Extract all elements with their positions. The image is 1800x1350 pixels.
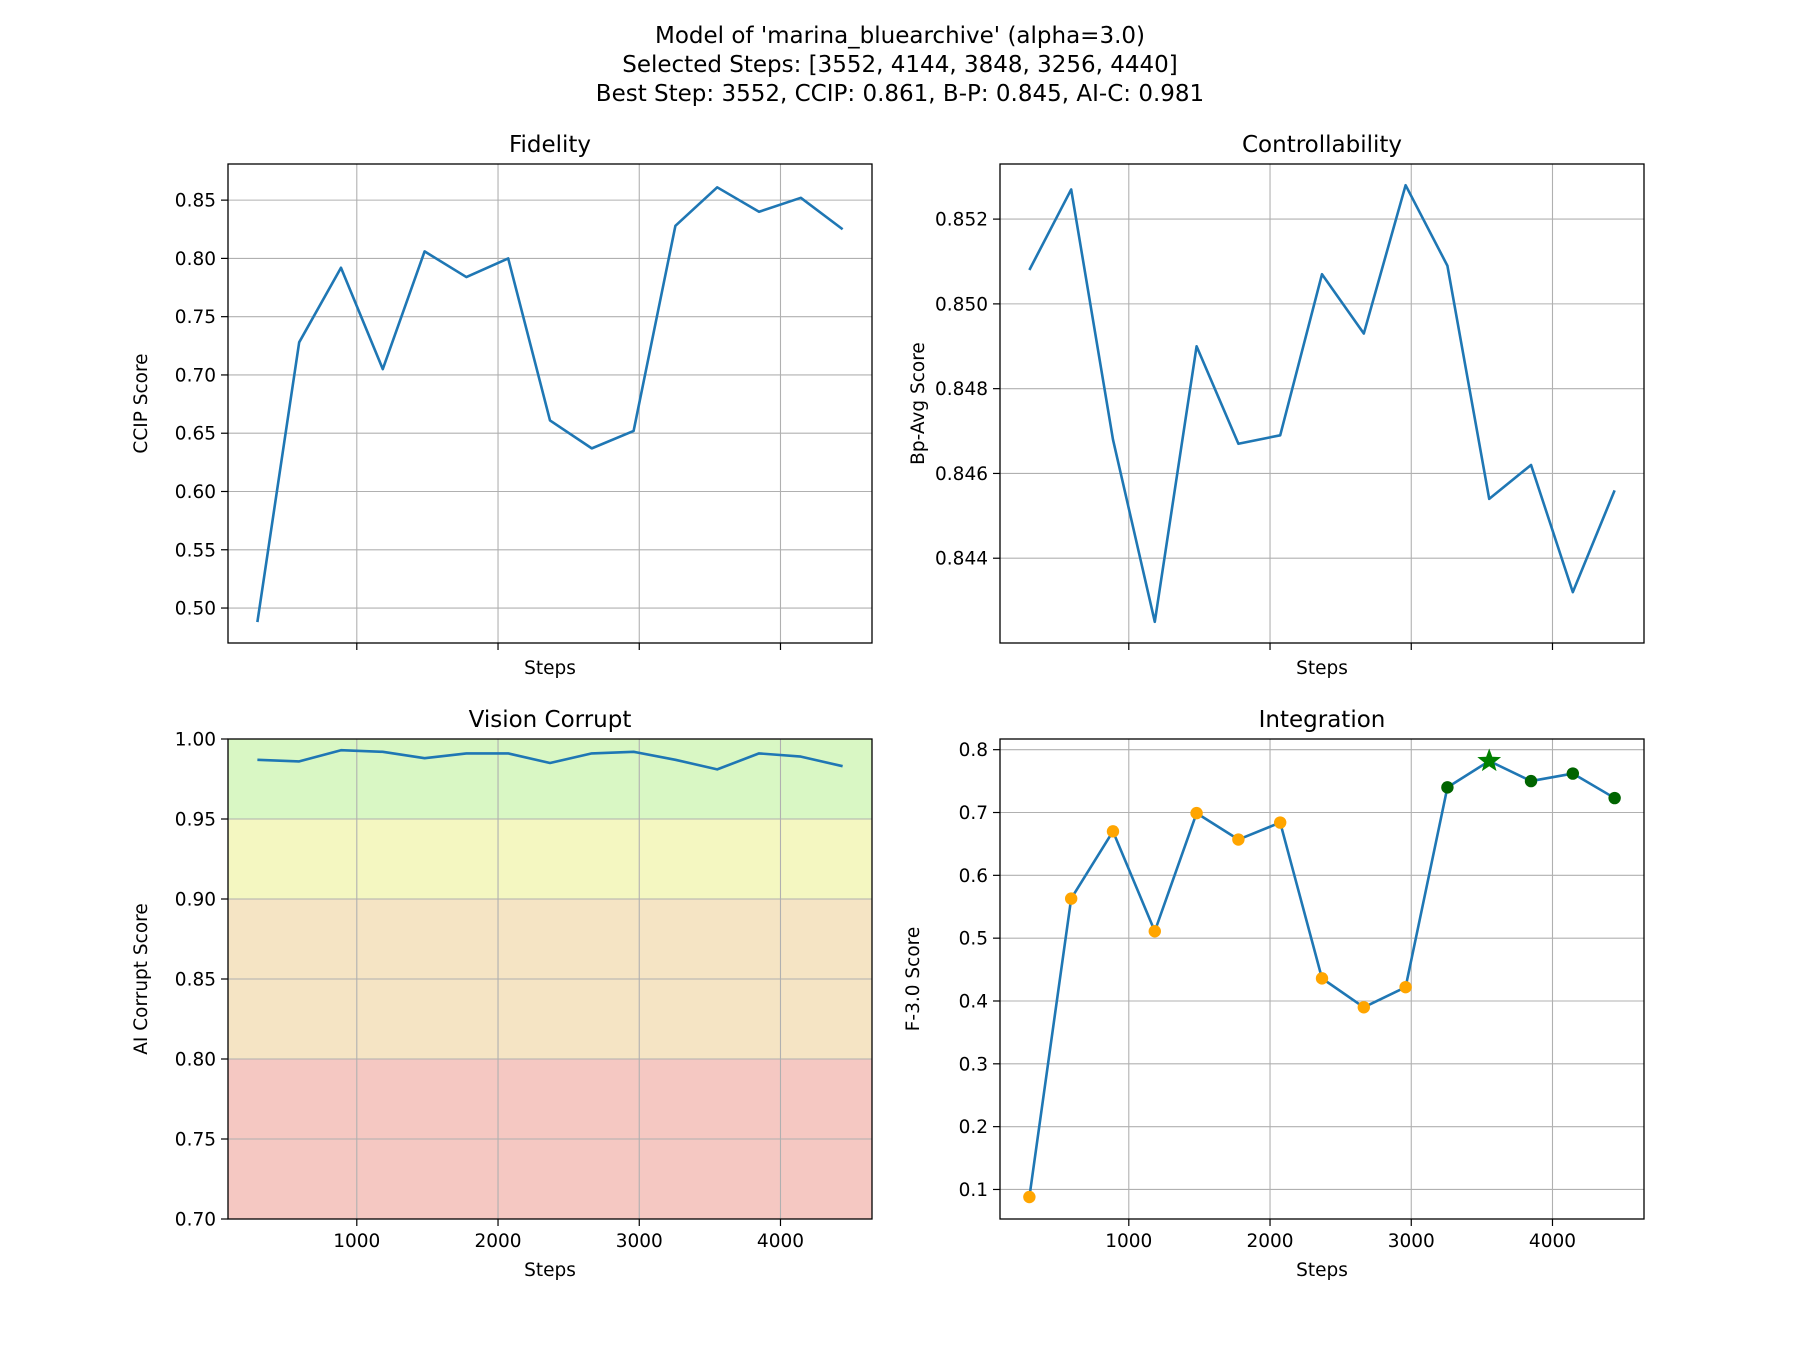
- controllability-ytick-label-2: 0.848: [935, 379, 988, 400]
- integration-xtick-label-3: 4000: [1529, 1231, 1576, 1252]
- vision_corrupt-ytick-label-0: 0.70: [175, 1210, 216, 1231]
- integration-xlabel: Steps: [1296, 1260, 1348, 1281]
- controllability-ytick-label-3: 0.850: [935, 294, 988, 315]
- suptitle-line-1: Model of 'marina_bluearchive' (alpha=3.0…: [654, 23, 1145, 49]
- integration-selected-point-10: [1441, 781, 1454, 794]
- integration-point-3: [1148, 925, 1161, 938]
- integration-ytick-label-3: 0.4: [959, 991, 988, 1012]
- vision_corrupt-ytick-label-3: 0.85: [175, 970, 216, 991]
- vision_corrupt-ylabel: AI Corrupt Score: [131, 903, 152, 1055]
- controllability-ylabel: Bp-Avg Score: [908, 342, 929, 465]
- vision_corrupt-xtick-label-0: 1000: [333, 1231, 380, 1252]
- fidelity-ytick-label-6: 0.80: [175, 249, 216, 270]
- integration-point-6: [1273, 816, 1287, 829]
- controllability-ytick-label-4: 0.852: [935, 210, 988, 231]
- vision_corrupt-ytick-label-5: 0.95: [175, 810, 216, 831]
- fidelity-series-line: [256, 186, 844, 623]
- integration-title: Integration: [1259, 707, 1386, 733]
- vision_corrupt-series-line: [257, 748, 843, 771]
- vision_corrupt-ytick-label-2: 0.80: [175, 1050, 216, 1071]
- fidelity-ytick-label-3: 0.65: [175, 424, 216, 445]
- integration-point-9: [1399, 980, 1412, 994]
- fidelity-ytick-label-5: 0.75: [175, 307, 216, 328]
- fidelity-ytick-label-4: 0.70: [175, 365, 216, 386]
- integration-point-5: [1232, 833, 1245, 846]
- vision_corrupt-band-1: [228, 819, 872, 899]
- vision_corrupt-xtick-label-2: 3000: [616, 1231, 663, 1252]
- vision_corrupt-xtick-label-3: 4000: [757, 1231, 804, 1252]
- vision_corrupt-band-0: [228, 739, 872, 819]
- integration-ytick-label-4: 0.5: [959, 929, 988, 950]
- fidelity-ytick-label-7: 0.85: [175, 191, 216, 212]
- controllability-title: Controllability: [1242, 132, 1402, 158]
- fidelity-ytick-label-0: 0.50: [175, 599, 216, 620]
- fidelity-title: Fidelity: [509, 132, 591, 158]
- integration-best-point: [1477, 748, 1502, 772]
- vision_corrupt-ytick-label-1: 0.75: [175, 1130, 216, 1151]
- vision_corrupt-chart: 1000 2000 3000 4000 0.70 0.75 0.80 0.85 0.90 0.95…: [131, 707, 873, 1281]
- integration-selected-point-13: [1566, 767, 1580, 780]
- integration-selected-point-12: [1524, 774, 1538, 788]
- fidelity-ytick-label-1: 0.55: [175, 540, 216, 561]
- suptitle-line-3: Best Step: 3552, CCIP: 0.861, B-P: 0.845…: [595, 81, 1205, 107]
- integration-point-1: [1064, 892, 1078, 905]
- vision_corrupt-xlabel: Steps: [524, 1260, 576, 1281]
- integration-chart: 1000 2000 3000 4000 0.1 0.2 0.3 0.4 0.5 0.6 0.7 0.8…: [903, 707, 1645, 1281]
- integration-ylabel: F-3.0 Score: [903, 927, 924, 1031]
- vision_corrupt-xtick-label-1: 2000: [474, 1231, 521, 1252]
- fidelity-ylabel: CCIP Score: [131, 353, 152, 453]
- controllability-xlabel: Steps: [1296, 658, 1348, 679]
- controllability-ytick-label-0: 0.844: [935, 549, 988, 570]
- integration-ytick-label-1: 0.2: [959, 1117, 988, 1138]
- integration-ytick-label-6: 0.7: [959, 803, 988, 824]
- integration-ytick-label-2: 0.3: [959, 1054, 988, 1075]
- integration-point-0: [1023, 1190, 1036, 1204]
- integration-point-4: [1190, 806, 1203, 820]
- vision_corrupt-ytick-label-6: 1.00: [175, 730, 216, 751]
- controllability-ytick-label-1: 0.846: [935, 464, 988, 485]
- controllability-chart: 0.844 0.846 0.848 0.850 0.852 Controllability…: [908, 132, 1645, 679]
- integration-plot-frame: [999, 738, 1645, 1220]
- integration-point-8: [1357, 1001, 1371, 1014]
- controllability-series-line: [1028, 183, 1616, 624]
- integration-point-2: [1106, 825, 1120, 838]
- integration-point-7: [1315, 972, 1329, 985]
- figure-suptitle: Model of 'marina_bluearchive' (alpha=3.0…: [0, 22, 1800, 109]
- fidelity-xlabel: Steps: [524, 658, 576, 679]
- fidelity-chart: 0.50 0.55 0.60 0.65 0.70 0.75 0.80 0.85 Fidelity…: [131, 132, 873, 679]
- fidelity-plot-frame: [227, 163, 873, 644]
- vision_corrupt-title: Vision Corrupt: [469, 707, 632, 733]
- integration-xtick-label-0: 1000: [1105, 1231, 1152, 1252]
- integration-xtick-label-2: 3000: [1388, 1231, 1435, 1252]
- controllability-plot-frame: [999, 163, 1645, 644]
- fidelity-ytick-label-2: 0.60: [175, 482, 216, 503]
- integration-ytick-label-7: 0.8: [959, 740, 988, 761]
- integration-ytick-label-5: 0.6: [959, 866, 988, 887]
- integration-ytick-label-0: 0.1: [959, 1180, 988, 1201]
- vision_corrupt-ytick-label-4: 0.90: [175, 890, 216, 911]
- integration-xtick-label-1: 2000: [1246, 1231, 1293, 1252]
- integration-selected-point-14: [1608, 791, 1621, 805]
- suptitle-line-2: Selected Steps: [3552, 4144, 3848, 3256,…: [622, 52, 1178, 78]
